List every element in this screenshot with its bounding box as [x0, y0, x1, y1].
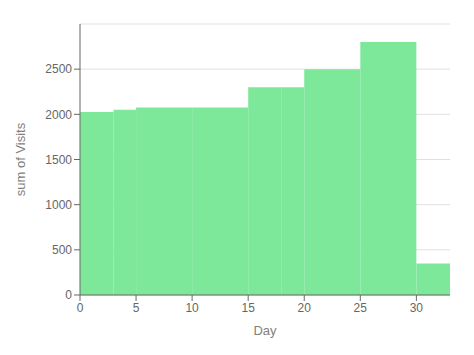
- svg-text:0: 0: [77, 301, 84, 315]
- svg-text:2500: 2500: [45, 62, 72, 76]
- svg-text:10: 10: [185, 301, 199, 315]
- svg-text:30: 30: [410, 301, 424, 315]
- svg-text:1500: 1500: [45, 153, 72, 167]
- svg-text:15: 15: [242, 301, 256, 315]
- svg-text:1000: 1000: [45, 198, 72, 212]
- svg-text:sum of Visits: sum of Visits: [13, 122, 28, 196]
- svg-text:0: 0: [65, 288, 72, 302]
- svg-text:20: 20: [298, 301, 312, 315]
- svg-text:2000: 2000: [45, 108, 72, 122]
- svg-text:5: 5: [133, 301, 140, 315]
- svg-text:Day: Day: [253, 323, 277, 338]
- svg-text:500: 500: [52, 243, 72, 257]
- svg-text:25: 25: [354, 301, 368, 315]
